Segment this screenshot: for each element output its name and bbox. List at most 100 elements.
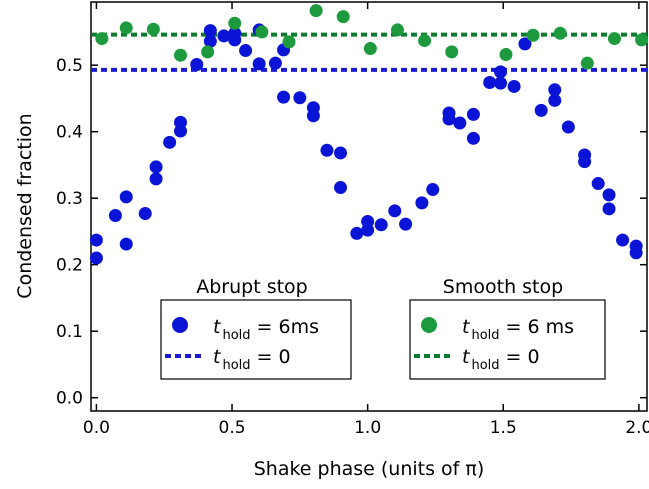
- y-axis-label: Condensed fraction: [14, 113, 36, 298]
- legend-value: = 6 ms: [500, 316, 575, 338]
- smooth-stop-point: [309, 4, 323, 18]
- abrupt-stop-point: [374, 218, 388, 232]
- smooth-stop-point: [607, 32, 621, 46]
- smooth-stop-point: [580, 56, 594, 70]
- abrupt-stop-point: [89, 251, 103, 265]
- abrupt-stop-point: [108, 208, 122, 222]
- smooth-stop-point: [363, 42, 377, 56]
- abrupt-stop-point: [149, 172, 163, 186]
- abrupt-stop-point: [203, 24, 217, 38]
- t-symbol: t: [213, 346, 222, 368]
- x-axis-label: Shake phase (units of π): [254, 458, 485, 480]
- t-symbol: t: [462, 346, 471, 368]
- abrupt-stop-point: [548, 83, 562, 97]
- abrupt-stop-point: [361, 223, 375, 237]
- y-tick-label: 0.5: [56, 56, 83, 76]
- abrupt-stop-point: [561, 120, 575, 134]
- smooth-stop-point: [255, 25, 269, 39]
- abrupt-stop-point: [293, 91, 307, 105]
- abrupt-stop-point: [334, 146, 348, 160]
- abrupt-stop-point: [534, 103, 548, 117]
- t-symbol: t: [213, 316, 222, 338]
- legend-value: = 0: [500, 346, 540, 368]
- x-tick-label: 0.5: [219, 418, 246, 438]
- hold-subscript: hold: [471, 358, 499, 373]
- abrupt-stop-legend-box: [160, 299, 352, 380]
- x-tick-label: 2.0: [625, 418, 649, 438]
- axis-ticks: 0.0 0.5 1.0 1.5 2.0 0.0 0.1 0.2 0.3 0.4 0.5: [56, 2, 649, 438]
- abrupt-stop-legend-marker: [172, 317, 188, 333]
- abrupt-stop-legend-points-label: t hold = 6ms: [213, 316, 319, 343]
- abrupt-stop-point: [252, 57, 266, 71]
- abrupt-stop-point: [578, 155, 592, 169]
- abrupt-stop-point: [494, 65, 508, 79]
- smooth-stop-legend-points-label: t hold = 6 ms: [462, 316, 574, 343]
- smooth-stop-point: [119, 21, 133, 35]
- y-tick-label: 0.2: [56, 256, 83, 276]
- abrupt-stop-point: [518, 37, 532, 51]
- legend-value: = 6ms: [251, 316, 320, 338]
- smooth-stop-title: Smooth stop: [443, 276, 563, 298]
- abrupt-stop-point: [616, 233, 630, 247]
- smooth-stop-point: [445, 45, 459, 59]
- data-points: [89, 4, 649, 265]
- y-tick-label: 0.1: [56, 322, 83, 342]
- abrupt-stop-point: [602, 202, 616, 216]
- hold-subscript: hold: [222, 358, 250, 373]
- abrupt-stop-point: [334, 181, 348, 195]
- abrupt-stop-point: [466, 131, 480, 145]
- smooth-stop-point: [499, 48, 513, 62]
- smooth-stop-point: [553, 26, 567, 40]
- smooth-stop-legend-marker: [421, 317, 437, 333]
- abrupt-stop-point: [466, 107, 480, 121]
- x-tick-label: 1.5: [490, 418, 517, 438]
- abrupt-stop-point: [629, 246, 643, 260]
- abrupt-stop-point: [415, 196, 429, 210]
- smooth-stop-point: [146, 22, 160, 36]
- hold-subscript: hold: [471, 328, 499, 343]
- smooth-stop-point: [336, 10, 350, 24]
- abrupt-stop-point: [119, 237, 133, 251]
- smooth-stop-point: [201, 45, 215, 59]
- abrupt-stop-point: [548, 93, 562, 107]
- abrupt-stop-point: [190, 58, 204, 72]
- abrupt-stop-point: [89, 233, 103, 247]
- abrupt-stop-point: [453, 116, 467, 130]
- y-tick-label: 0.0: [56, 389, 83, 409]
- smooth-stop-point: [418, 34, 432, 48]
- abrupt-stop-point: [350, 226, 364, 240]
- smooth-stop-point: [526, 28, 540, 42]
- abrupt-stop-legend-line-label: t hold = 0: [213, 346, 291, 373]
- smooth-stop-point: [174, 48, 188, 62]
- abrupt-stop-point: [268, 56, 282, 70]
- hold-subscript: hold: [222, 328, 250, 343]
- x-tick-label: 0.0: [83, 418, 110, 438]
- abrupt-stop-point: [426, 183, 440, 197]
- y-tick-label: 0.4: [56, 123, 83, 143]
- abrupt-stop-point: [494, 76, 508, 90]
- smooth-stop-point: [95, 32, 109, 46]
- abrupt-stop-point: [174, 124, 188, 138]
- abrupt-stop-point: [388, 204, 402, 218]
- abrupt-stop-point: [320, 143, 334, 157]
- smooth-stop-point: [390, 23, 404, 37]
- abrupt-stop-point: [277, 90, 291, 104]
- abrupt-stop-point: [306, 109, 320, 123]
- abrupt-stop-title: Abrupt stop: [196, 276, 308, 298]
- abrupt-stop-point: [228, 33, 242, 47]
- smooth-stop-point: [635, 33, 649, 47]
- abrupt-stop-point: [591, 177, 605, 191]
- legend-value: = 0: [251, 346, 291, 368]
- abrupt-stop-point: [239, 44, 253, 58]
- smooth-stop-legend-line-label: t hold = 0: [462, 346, 540, 373]
- smooth-stop-point: [282, 35, 296, 49]
- abrupt-stop-point: [442, 112, 456, 126]
- abrupt-stop-point: [203, 34, 217, 48]
- abrupt-stop-point: [399, 217, 413, 231]
- abrupt-stop-point: [483, 75, 497, 89]
- abrupt-stop-point: [217, 29, 231, 43]
- abrupt-stop-point: [163, 135, 177, 149]
- plot-frame: [90, 1, 648, 412]
